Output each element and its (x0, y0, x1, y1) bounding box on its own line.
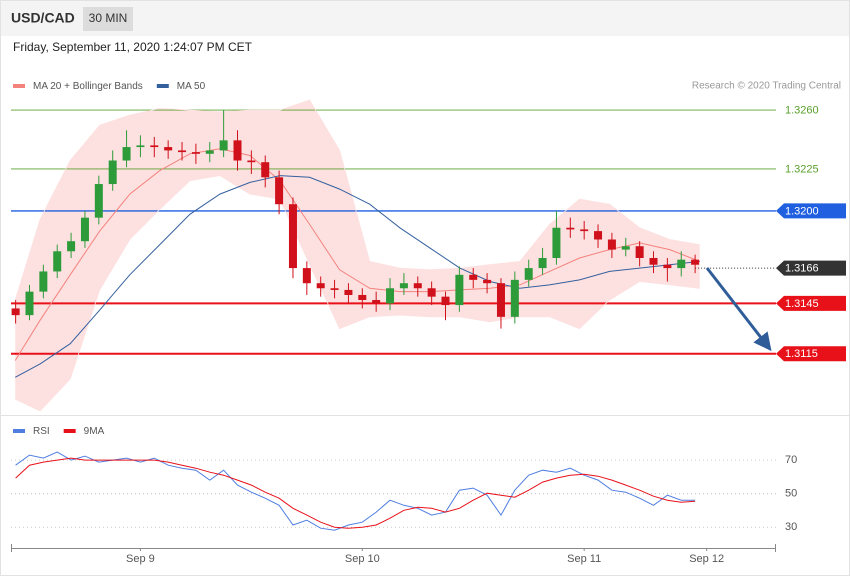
candle-body (94, 184, 103, 218)
candle-body (635, 246, 644, 258)
ma-line (14, 175, 700, 378)
forecast-arrow (705, 267, 772, 352)
level-tag (776, 295, 846, 311)
candle-body (552, 227, 561, 258)
candle-body (621, 246, 630, 250)
level-label: 1.3260 (785, 104, 819, 116)
candle-body (399, 283, 408, 289)
candle-body (247, 160, 256, 163)
candle-body (122, 147, 131, 161)
x-tick-label: Sep 12 (689, 553, 724, 565)
candle-body (275, 177, 284, 205)
bollinger-band (15, 100, 700, 411)
legend-label: MA 50 (177, 81, 206, 92)
candle-body (136, 145, 145, 148)
y-tick-label: 70 (785, 454, 797, 466)
legend-swatch (156, 84, 169, 88)
legend-swatch (13, 84, 25, 88)
candle-body (150, 145, 159, 148)
band-lower (15, 175, 700, 412)
band-upper (14, 99, 700, 301)
y-tick-label: 50 (785, 488, 797, 500)
legend-swatch (63, 429, 76, 433)
x-tick-label: Sep 11 (567, 553, 601, 565)
candle-body (455, 274, 464, 306)
level-label: 1.3225 (785, 163, 819, 175)
candle-body (427, 288, 436, 297)
candle-body (302, 268, 311, 284)
candle-body (191, 152, 200, 154)
level-label: 1.3145 (785, 298, 819, 310)
source: Research © 2020 Trading Central (692, 81, 841, 92)
legend-label: RSI (33, 426, 50, 437)
ma-line (14, 148, 700, 361)
candle-body (441, 296, 450, 306)
level-tag (776, 260, 846, 276)
candle-body (538, 258, 547, 269)
candle-body (108, 160, 117, 185)
x-tick-label: Sep 9 (126, 553, 155, 565)
candle-body (413, 283, 422, 289)
level-label: 1.3115 (785, 348, 818, 360)
timeframe-badge (83, 7, 133, 31)
candle-body (53, 251, 62, 272)
candle-body (594, 231, 603, 240)
candle-body (25, 291, 34, 316)
candle-body (663, 264, 672, 269)
candle-body (330, 288, 339, 290)
symbol: USD/CAD (11, 10, 75, 26)
candle-body (566, 227, 575, 230)
candle-body (510, 279, 519, 317)
candle-body (261, 162, 270, 178)
candle-body (649, 258, 658, 265)
indicator-line (15, 457, 696, 529)
legend-swatch (13, 429, 25, 433)
candle-body (358, 294, 367, 301)
candle-body (677, 259, 686, 269)
level-tag (776, 203, 846, 219)
x-tick-label: Sep 10 (345, 553, 380, 565)
candle-body (178, 150, 187, 153)
candle-body (496, 283, 505, 317)
level-tag (776, 346, 846, 362)
candle-body (372, 300, 381, 304)
candle-body (233, 140, 242, 161)
timeframe: 30 MIN (89, 11, 128, 25)
candle-body (67, 241, 76, 252)
y-tick-label: 30 (785, 521, 797, 533)
candle-body (691, 259, 700, 265)
candle-body (80, 217, 89, 242)
candle-body (316, 283, 325, 289)
candle-body (524, 268, 533, 280)
candle-body (39, 271, 48, 292)
candle-body (164, 147, 173, 151)
candle-body (386, 288, 395, 304)
level-label: 1.3166 (785, 262, 819, 274)
candle-body (580, 229, 589, 232)
candle-body (11, 308, 20, 316)
candle-body (607, 239, 616, 250)
candle-body (344, 289, 353, 295)
header-bar (1, 1, 849, 36)
candle-body (483, 279, 492, 284)
candle-body (469, 274, 478, 280)
legend-label: MA 20 + Bollinger Bands (33, 81, 143, 92)
level-label: 1.3200 (785, 205, 819, 217)
timestamp: Friday, September 11, 2020 1:24:07 PM CE… (13, 40, 253, 54)
legend-label: 9MA (84, 426, 105, 437)
candle-body (288, 204, 297, 269)
candle-body (219, 140, 228, 151)
candle-body (205, 150, 214, 154)
